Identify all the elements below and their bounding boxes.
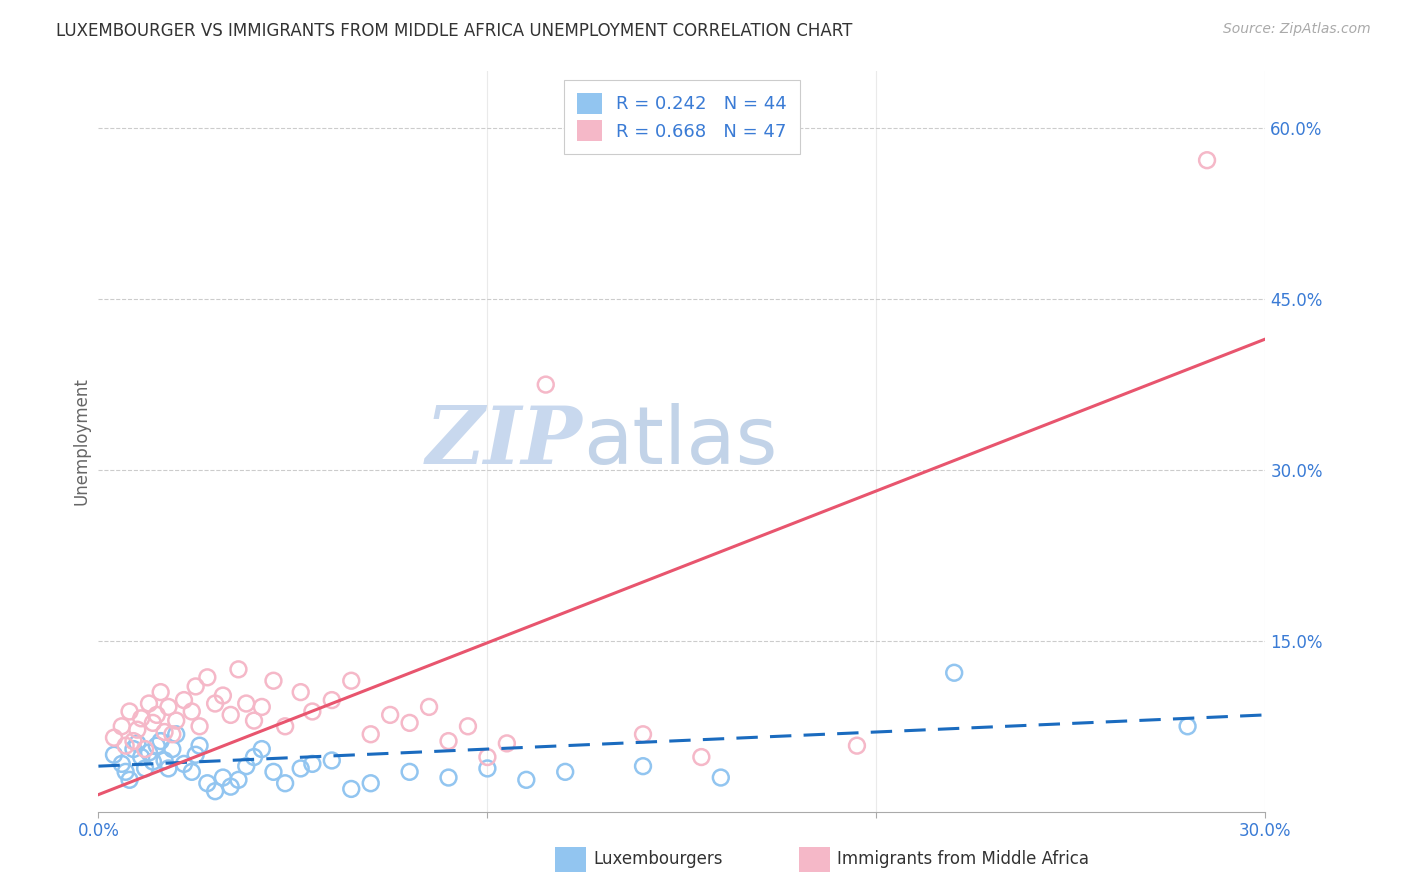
Text: ZIP: ZIP (426, 403, 582, 480)
Point (204, 784, 226, 798)
Point (515, 772, 537, 787)
Point (943, 665, 966, 680)
Point (378, 707, 402, 722)
Point (235, 759, 257, 773)
Y-axis label: Unemployment: Unemployment (72, 377, 90, 506)
Point (534, 377, 557, 392)
Point (157, 700, 180, 714)
Point (122, 742, 145, 756)
Point (321, 754, 343, 768)
Point (122, 734, 145, 748)
Point (188, 719, 211, 733)
Point (290, 761, 312, 775)
Point (118, 772, 141, 787)
Point (690, 750, 713, 764)
Point (142, 715, 165, 730)
Point (243, 750, 266, 764)
Point (146, 739, 169, 753)
Point (184, 680, 207, 694)
Point (149, 685, 172, 699)
Point (274, 719, 297, 733)
Point (204, 697, 226, 711)
Point (212, 689, 235, 703)
Point (138, 697, 160, 711)
Point (710, 771, 733, 785)
Point (114, 764, 136, 779)
Point (437, 734, 460, 748)
Point (262, 673, 284, 688)
Point (340, 673, 363, 688)
Point (219, 780, 242, 794)
Point (301, 705, 323, 719)
Point (118, 705, 141, 719)
Point (129, 750, 152, 764)
Text: Source: ZipAtlas.com: Source: ZipAtlas.com (1223, 22, 1371, 37)
Point (127, 723, 149, 737)
Point (103, 747, 125, 762)
Point (398, 715, 420, 730)
Point (495, 736, 517, 750)
Point (631, 759, 654, 773)
Point (301, 756, 323, 771)
Point (235, 697, 257, 711)
Point (290, 685, 312, 699)
Point (142, 755, 165, 769)
Point (418, 700, 440, 714)
Legend: R = 0.242   N = 44, R = 0.668   N = 47: R = 0.242 N = 44, R = 0.668 N = 47 (564, 80, 800, 153)
Point (321, 693, 343, 707)
Point (134, 742, 156, 756)
Point (1195, 153, 1218, 168)
Point (111, 756, 134, 771)
Point (274, 776, 297, 790)
Text: Luxembourgers: Luxembourgers (593, 850, 723, 868)
Point (165, 727, 187, 741)
Point (134, 761, 156, 775)
Point (173, 693, 195, 707)
Point (554, 764, 576, 779)
Point (250, 700, 273, 714)
Point (162, 742, 184, 756)
Point (153, 725, 176, 739)
Point (180, 705, 202, 719)
Point (157, 761, 180, 775)
Point (153, 754, 176, 768)
Point (398, 764, 420, 779)
Point (228, 772, 250, 787)
Point (250, 742, 273, 756)
Point (262, 764, 284, 779)
Point (360, 776, 382, 790)
Point (243, 714, 266, 728)
Point (437, 771, 460, 785)
Point (477, 761, 499, 775)
Point (146, 707, 169, 722)
Text: Immigrants from Middle Africa: Immigrants from Middle Africa (837, 850, 1088, 868)
Point (846, 739, 869, 753)
Point (162, 727, 184, 741)
Point (173, 756, 195, 771)
Point (219, 707, 242, 722)
Point (180, 764, 202, 779)
Point (149, 734, 172, 748)
Point (340, 781, 363, 796)
Point (477, 750, 499, 764)
Point (114, 739, 136, 753)
Point (111, 719, 134, 733)
Point (103, 731, 125, 745)
Point (212, 771, 235, 785)
Text: atlas: atlas (582, 402, 778, 481)
Point (165, 714, 187, 728)
Point (127, 736, 149, 750)
Point (138, 746, 160, 760)
Point (188, 739, 211, 753)
Point (1177, 719, 1199, 733)
Point (195, 670, 218, 684)
Point (184, 747, 207, 762)
Point (195, 776, 218, 790)
Point (631, 727, 654, 741)
Text: LUXEMBOURGER VS IMMIGRANTS FROM MIDDLE AFRICA UNEMPLOYMENT CORRELATION CHART: LUXEMBOURGER VS IMMIGRANTS FROM MIDDLE A… (56, 22, 852, 40)
Point (360, 727, 382, 741)
Point (228, 662, 250, 676)
Point (129, 711, 152, 725)
Point (457, 719, 479, 733)
